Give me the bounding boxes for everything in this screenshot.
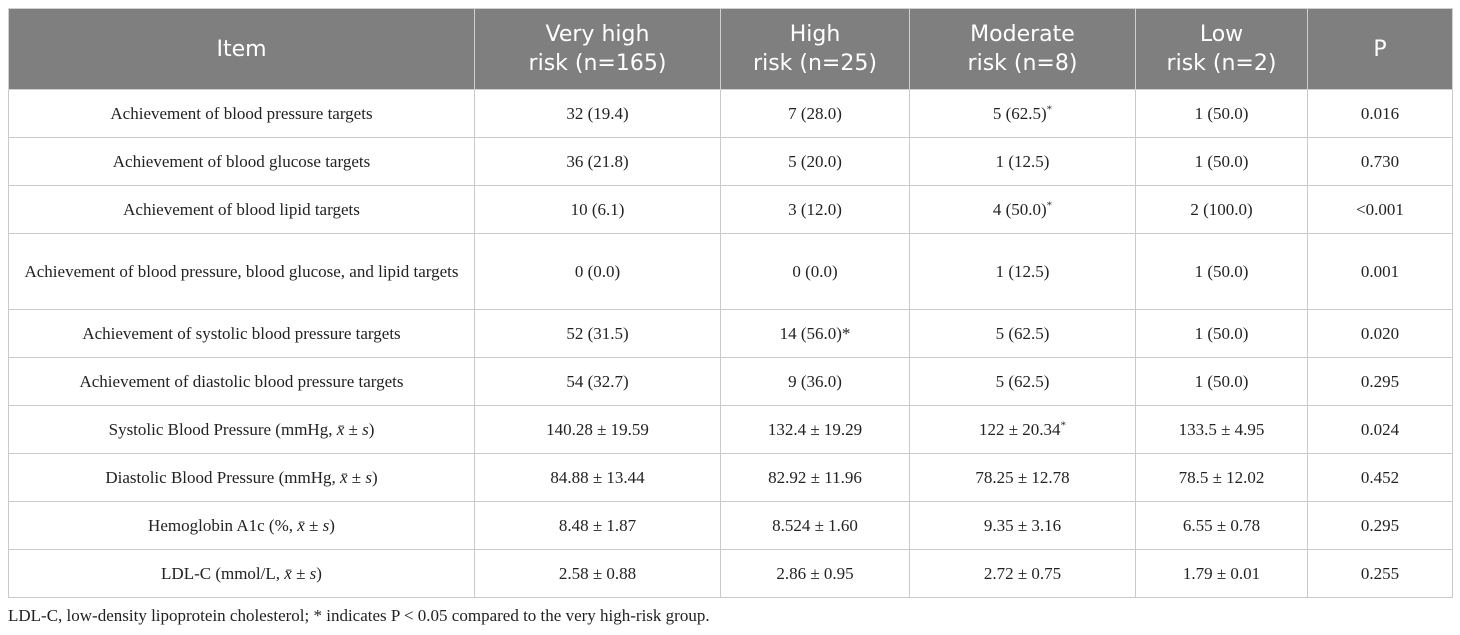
header-very-high-risk: Very high risk (n=165): [474, 8, 721, 90]
header-p: P: [1307, 8, 1453, 90]
header-high-risk: High risk (n=25): [720, 8, 910, 90]
header-item: Item: [8, 8, 475, 90]
cell-moderate: 122 ± 20.34*: [909, 405, 1136, 454]
cell-p: <0.001: [1307, 185, 1453, 234]
cell-item: Achievement of blood pressure targets: [8, 89, 475, 138]
cell-p: 0.020: [1307, 309, 1453, 358]
cell-high: 132.4 ± 19.29: [720, 405, 910, 454]
cell-high: 7 (28.0): [720, 89, 910, 138]
table-row: LDL-C (mmol/L, x̄ ± s) 2.58 ± 0.88 2.86 …: [8, 549, 1453, 598]
cell-p: 0.730: [1307, 137, 1453, 186]
table-row: Hemoglobin A1c (%, x̄ ± s) 8.48 ± 1.87 8…: [8, 501, 1453, 550]
cell-item: Achievement of blood lipid targets: [8, 185, 475, 234]
cell-item: LDL-C (mmol/L, x̄ ± s): [8, 549, 475, 598]
cell-low: 1.79 ± 0.01: [1135, 549, 1308, 598]
table-row: Diastolic Blood Pressure (mmHg, x̄ ± s) …: [8, 453, 1453, 502]
cell-p: 0.452: [1307, 453, 1453, 502]
cell-item: Hemoglobin A1c (%, x̄ ± s): [8, 501, 475, 550]
table-row: Achievement of diastolic blood pressure …: [8, 357, 1453, 406]
cell-very-high: 10 (6.1): [474, 185, 721, 234]
table-row: Achievement of blood pressure targets 32…: [8, 89, 1453, 138]
header-moderate-risk: Moderate risk (n=8): [909, 8, 1136, 90]
cell-low: 1 (50.0): [1135, 89, 1308, 138]
cell-low: 133.5 ± 4.95: [1135, 405, 1308, 454]
cell-high: 82.92 ± 11.96: [720, 453, 910, 502]
cell-moderate: 5 (62.5): [909, 309, 1136, 358]
table-row: Achievement of blood lipid targets 10 (6…: [8, 185, 1453, 234]
cell-very-high: 32 (19.4): [474, 89, 721, 138]
cell-low: 78.5 ± 12.02: [1135, 453, 1308, 502]
cell-moderate: 2.72 ± 0.75: [909, 549, 1136, 598]
cell-high: 2.86 ± 0.95: [720, 549, 910, 598]
cell-p: 0.255: [1307, 549, 1453, 598]
cell-moderate: 4 (50.0)*: [909, 185, 1136, 234]
cell-item: Systolic Blood Pressure (mmHg, x̄ ± s): [8, 405, 475, 454]
table-row: Achievement of blood pressure, blood glu…: [8, 233, 1453, 310]
cell-low: 1 (50.0): [1135, 357, 1308, 406]
cell-p: 0.295: [1307, 357, 1453, 406]
cell-very-high: 84.88 ± 13.44: [474, 453, 721, 502]
table-footnote: LDL-C, low-density lipoprotein cholester…: [8, 606, 710, 625]
cell-very-high: 54 (32.7): [474, 357, 721, 406]
cell-moderate: 1 (12.5): [909, 233, 1136, 310]
table-container: Item Very high risk (n=165) High risk (n=2…: [8, 8, 1453, 598]
cell-very-high: 36 (21.8): [474, 137, 721, 186]
cell-p: 0.295: [1307, 501, 1453, 550]
cell-p: 0.024: [1307, 405, 1453, 454]
header-low-risk: Low risk (n=2): [1135, 8, 1308, 90]
cell-moderate: 5 (62.5)*: [909, 89, 1136, 138]
cell-high: 9 (36.0): [720, 357, 910, 406]
cell-high: 0 (0.0): [720, 233, 910, 310]
cell-item: Achievement of diastolic blood pressure …: [8, 357, 475, 406]
cell-p: 0.016: [1307, 89, 1453, 138]
cell-moderate: 78.25 ± 12.78: [909, 453, 1136, 502]
table-row: Achievement of systolic blood pressure t…: [8, 309, 1453, 358]
cell-very-high: 0 (0.0): [474, 233, 721, 310]
cell-high: 3 (12.0): [720, 185, 910, 234]
cell-high: 5 (20.0): [720, 137, 910, 186]
cell-moderate: 5 (62.5): [909, 357, 1136, 406]
cell-low: 6.55 ± 0.78: [1135, 501, 1308, 550]
risk-comparison-table: Item Very high risk (n=165) High risk (n=2…: [8, 8, 1453, 598]
cell-low: 1 (50.0): [1135, 137, 1308, 186]
cell-p: 0.001: [1307, 233, 1453, 310]
cell-item: Achievement of blood glucose targets: [8, 137, 475, 186]
cell-item: Diastolic Blood Pressure (mmHg, x̄ ± s): [8, 453, 475, 502]
table-row: Systolic Blood Pressure (mmHg, x̄ ± s) 1…: [8, 405, 1453, 454]
table-row: Achievement of blood glucose targets 36 …: [8, 137, 1453, 186]
cell-moderate: 1 (12.5): [909, 137, 1136, 186]
cell-low: 1 (50.0): [1135, 309, 1308, 358]
header-row: Item Very high risk (n=165) High risk (n=2…: [8, 8, 1453, 90]
cell-high: 14 (56.0)*: [720, 309, 910, 358]
cell-high: 8.524 ± 1.60: [720, 501, 910, 550]
cell-very-high: 2.58 ± 0.88: [474, 549, 721, 598]
cell-item: Achievement of systolic blood pressure t…: [8, 309, 475, 358]
cell-very-high: 8.48 ± 1.87: [474, 501, 721, 550]
cell-very-high: 140.28 ± 19.59: [474, 405, 721, 454]
cell-low: 2 (100.0): [1135, 185, 1308, 234]
cell-very-high: 52 (31.5): [474, 309, 721, 358]
cell-item: Achievement of blood pressure, blood glu…: [8, 233, 475, 310]
cell-low: 1 (50.0): [1135, 233, 1308, 310]
cell-moderate: 9.35 ± 3.16: [909, 501, 1136, 550]
